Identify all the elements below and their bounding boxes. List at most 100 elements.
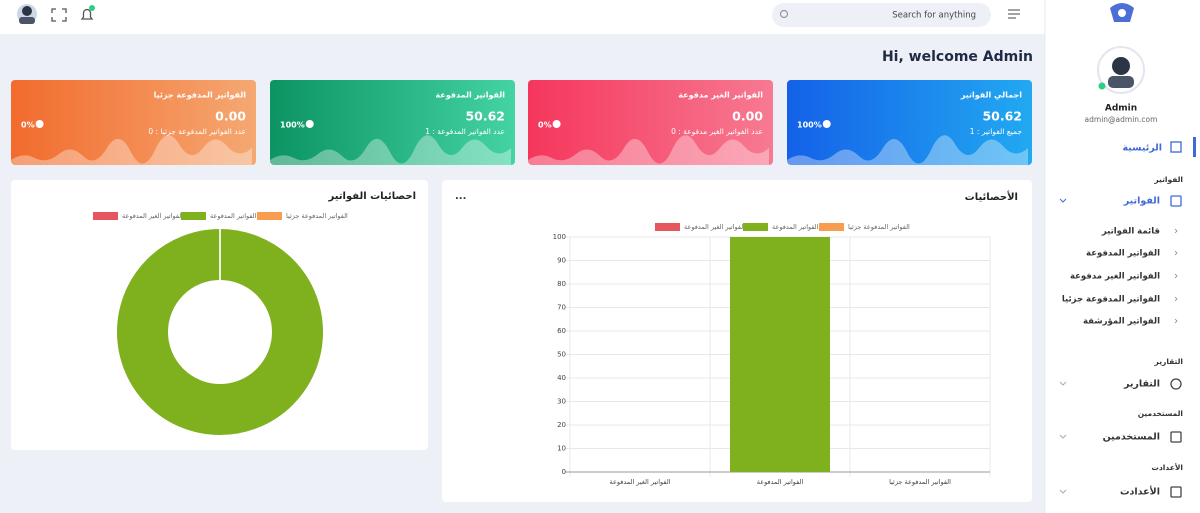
chart-title: احصائيات الفواتير bbox=[328, 191, 417, 202]
card-percent-icon bbox=[552, 120, 561, 128]
legend-swatch bbox=[181, 212, 206, 220]
subnav-item[interactable]: الفواتير المدفوعة جزئيا bbox=[1062, 295, 1160, 305]
donut-panel bbox=[11, 180, 428, 450]
card-percent: 100% bbox=[280, 121, 305, 130]
legend-label: الفواتير المدفوعة جزئيا bbox=[848, 223, 910, 231]
nav-item[interactable]: التقارير bbox=[1123, 379, 1160, 390]
legend-label: الفواتير الغير المدفوعة bbox=[122, 212, 183, 220]
y-tick-label: 30 bbox=[557, 398, 566, 406]
nav-item[interactable]: المستخدمين bbox=[1103, 432, 1160, 443]
nav-chevron bbox=[1059, 489, 1067, 494]
card-value: 0.00 bbox=[215, 109, 246, 124]
nav-chevron bbox=[1059, 381, 1067, 386]
legend-label: الفواتير المدفوعة bbox=[772, 223, 819, 231]
avatar-body bbox=[1108, 76, 1134, 88]
card-percent: 100% bbox=[797, 121, 822, 130]
search-placeholder: Search for anything bbox=[892, 11, 976, 21]
stat-card bbox=[270, 80, 515, 165]
card-subtitle: عدد الفواتير الغير مدفوعة : 0 bbox=[671, 127, 763, 136]
nav-icon bbox=[1170, 431, 1182, 443]
chart-title: الأحصائيات bbox=[965, 190, 1018, 203]
legend-label: الفواتير المدفوعة bbox=[210, 212, 257, 220]
card-percent-icon bbox=[305, 120, 314, 128]
legend-swatch bbox=[93, 212, 118, 220]
avatar-head bbox=[1112, 57, 1130, 75]
subnav-item[interactable]: الفواتير المدفوعة bbox=[1086, 249, 1160, 259]
subnav-chevron bbox=[1174, 296, 1178, 302]
card-value: 0.00 bbox=[732, 109, 763, 124]
card-subtitle: عدد الفواتير المدفوعة جزئيا : 0 bbox=[148, 127, 246, 136]
stat-card bbox=[11, 80, 256, 165]
menu-toggle[interactable] bbox=[1008, 9, 1020, 19]
search-icon bbox=[779, 9, 789, 19]
nav-home[interactable]: الرئيسية bbox=[1123, 143, 1162, 154]
card-wave bbox=[11, 135, 252, 165]
y-tick-label: 0 bbox=[562, 468, 566, 476]
search-box[interactable] bbox=[772, 3, 991, 27]
nav-item[interactable]: الأعدادت bbox=[1120, 486, 1160, 498]
legend-swatch bbox=[819, 223, 844, 231]
avatar-button[interactable] bbox=[17, 4, 37, 24]
nav-icon bbox=[1170, 195, 1182, 207]
y-tick-label: 60 bbox=[557, 327, 566, 335]
y-tick-label: 10 bbox=[557, 445, 566, 453]
notification-button[interactable] bbox=[80, 5, 95, 20]
y-tick-label: 20 bbox=[557, 421, 566, 429]
stat-card bbox=[787, 80, 1032, 165]
card-percent-icon bbox=[822, 120, 831, 128]
legend-swatch bbox=[743, 223, 768, 231]
nav-item[interactable]: الفواتير bbox=[1123, 196, 1160, 207]
card-wave bbox=[270, 135, 511, 165]
card-title: اجمالي الفواتير bbox=[960, 91, 1023, 100]
logo bbox=[1110, 3, 1134, 22]
user-name: Admin bbox=[1105, 104, 1137, 114]
subnav-chevron bbox=[1174, 250, 1178, 256]
nav-icon bbox=[1170, 486, 1182, 498]
chart-menu[interactable]: ... bbox=[455, 191, 466, 202]
y-tick-label: 50 bbox=[557, 351, 566, 359]
legend-label: الفواتير المدفوعة جزئيا bbox=[286, 212, 348, 220]
subnav-item[interactable]: قائمة الفواتير bbox=[1101, 227, 1160, 237]
card-percent: 0% bbox=[538, 121, 552, 130]
bar bbox=[730, 237, 830, 472]
nav-section: التقارير bbox=[1154, 357, 1183, 366]
legend-swatch bbox=[655, 223, 680, 231]
x-tick-label: الفواتير المدفوعة جزئيا bbox=[889, 478, 951, 486]
card-percent: 0% bbox=[21, 121, 35, 130]
subnav-item[interactable]: الفواتير المؤرشفة bbox=[1083, 317, 1160, 327]
welcome-heading: Hi, welcome Admin bbox=[882, 49, 1033, 65]
card-value: 50.62 bbox=[982, 109, 1022, 124]
card-title: الفواتير الغير مدفوعة bbox=[678, 91, 763, 100]
y-tick-label: 70 bbox=[557, 304, 566, 312]
nav-chevron bbox=[1059, 434, 1067, 439]
x-tick-label: الفواتير الغير المدفوعة bbox=[610, 478, 671, 486]
online-dot bbox=[1098, 82, 1106, 90]
card-value: 50.62 bbox=[465, 109, 505, 124]
fullscreen-button[interactable] bbox=[51, 8, 67, 22]
y-tick-label: 90 bbox=[557, 257, 566, 265]
legend-label: الفواتير الغير المدفوعة bbox=[684, 223, 745, 231]
nav-chevron bbox=[1059, 198, 1067, 203]
subnav-chevron bbox=[1174, 273, 1178, 279]
card-subtitle: جميع الفواتير : 1 bbox=[970, 127, 1023, 136]
nav-section: الأعدادت bbox=[1151, 463, 1183, 472]
active-indicator bbox=[1193, 137, 1196, 157]
nav-section: المستخدمين bbox=[1138, 409, 1183, 418]
user-email: admin@admin.com bbox=[1085, 115, 1158, 124]
nav-icon bbox=[1170, 378, 1182, 390]
stat-card bbox=[528, 80, 773, 165]
card-percent-icon bbox=[35, 120, 44, 128]
subnav-chevron bbox=[1174, 318, 1178, 324]
x-tick-label: الفواتير المدفوعة bbox=[757, 478, 804, 486]
subnav-item[interactable]: الفواتير الغير مدفوعة bbox=[1070, 272, 1160, 282]
legend-swatch bbox=[257, 212, 282, 220]
y-tick-label: 100 bbox=[553, 233, 566, 241]
card-wave bbox=[528, 135, 769, 165]
card-title: الفواتير المدفوعة bbox=[435, 91, 505, 100]
home-icon bbox=[1170, 141, 1182, 153]
card-wave bbox=[787, 135, 1028, 165]
subnav-chevron bbox=[1174, 228, 1178, 234]
card-title: الفواتير المدفوعة جزئيا bbox=[154, 91, 247, 100]
y-tick-label: 40 bbox=[557, 374, 566, 382]
